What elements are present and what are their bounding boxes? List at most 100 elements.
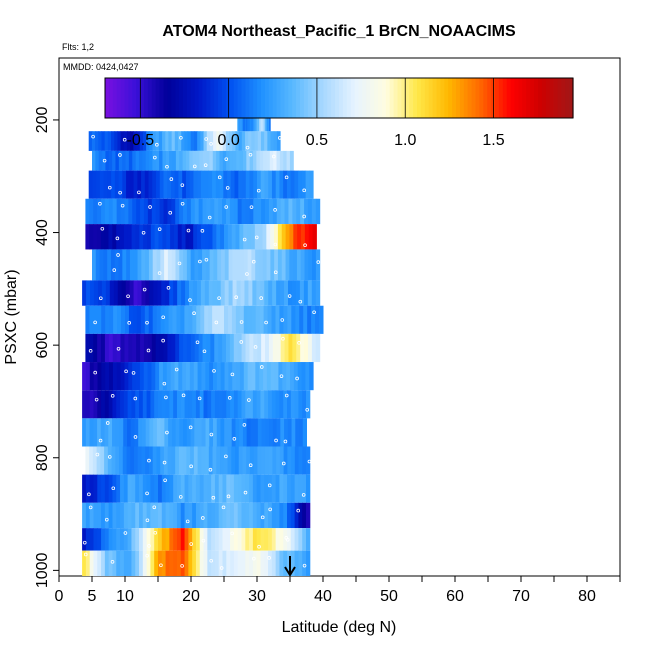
sample-point: [133, 396, 138, 401]
heatmap-cell: [178, 362, 183, 391]
heatmap-cell: [101, 390, 106, 419]
heatmap-cell: [123, 528, 129, 551]
heatmap-cell: [190, 418, 195, 447]
heatmap-cell: [188, 550, 193, 576]
colorbar-swatch: [331, 78, 336, 118]
heatmap-cell: [89, 333, 94, 363]
colorbar-swatch: [366, 78, 371, 118]
heatmap-cell: [262, 249, 268, 281]
heatmap-cell: [167, 446, 172, 475]
sample-point: [224, 157, 229, 161]
heatmap-cell: [152, 150, 157, 171]
heatmap-cell: [104, 131, 109, 151]
heatmap-cell: [219, 150, 224, 171]
heatmap-cell: [241, 550, 246, 576]
heatmap-cell: [168, 131, 173, 151]
sample-point: [179, 135, 183, 140]
heatmap-cell: [99, 170, 105, 199]
heatmap-cell: [144, 170, 150, 199]
colorbar-swatch: [342, 78, 348, 118]
heatmap-cell: [159, 150, 163, 171]
colorbar-swatch: [222, 78, 227, 118]
sample-point: [267, 483, 272, 488]
heatmap-cell: [256, 502, 261, 529]
heatmap-cell: [150, 390, 155, 419]
sample-point: [297, 341, 301, 345]
heatmap-cell: [158, 474, 163, 503]
heatmap-cell: [283, 502, 288, 529]
heatmap-cell: [271, 550, 277, 576]
heatmap-cell: [178, 446, 184, 475]
heatmap-cell: [267, 131, 272, 151]
heatmap-cell: [225, 333, 231, 363]
heatmap-cell: [277, 224, 283, 250]
heatmap-cell: [183, 249, 188, 281]
colorbar-swatch: [432, 78, 438, 118]
sample-point: [112, 268, 117, 272]
colorbar-swatch: [175, 78, 180, 118]
heatmap-cell: [82, 528, 87, 551]
heatmap-cell: [162, 224, 167, 250]
heatmap-cell: [165, 528, 170, 551]
heatmap-cell: [85, 550, 91, 576]
heatmap-cell: [139, 528, 144, 551]
heatmap-cell: [306, 474, 311, 503]
sample-point: [217, 296, 221, 300]
sample-point: [82, 540, 87, 545]
heatmap-cell: [270, 249, 275, 281]
heatmap-cell: [230, 550, 235, 576]
heatmap-cell: [150, 528, 155, 551]
heatmap-cell: [211, 474, 216, 503]
heatmap-cell: [245, 333, 250, 363]
heatmap-cell: [170, 170, 176, 199]
heatmap-cell: [242, 418, 248, 447]
heatmap-cell: [117, 131, 122, 151]
colorbar-swatch: [565, 78, 570, 118]
heatmap-cell: [97, 280, 103, 306]
heatmap-cell: [112, 198, 118, 225]
heatmap-cell: [130, 418, 135, 447]
heatmap-cell: [135, 390, 140, 419]
heatmap-cell: [302, 502, 307, 529]
heatmap-cell: [147, 362, 152, 391]
heatmap-cell: [204, 305, 209, 334]
sample-point: [88, 505, 93, 510]
heatmap-cell: [290, 170, 295, 199]
heatmap-cell: [154, 528, 159, 551]
heatmap-cell: [268, 198, 274, 225]
heatmap-cell: [179, 150, 184, 171]
heatmap-cell: [298, 502, 303, 529]
heatmap-cell: [161, 550, 167, 576]
heatmap-cell: [185, 150, 190, 171]
heatmap-cell: [132, 305, 138, 334]
heatmap-cell: [294, 390, 299, 419]
y-axis: 200 400 600 800 1000: [34, 106, 59, 588]
heatmap-cell: [311, 333, 317, 363]
heatmap-cell: [218, 550, 224, 576]
heatmap-cell: [189, 224, 194, 250]
colorbar-swatch: [323, 78, 328, 118]
heatmap-cell: [257, 131, 262, 151]
sample-point: [245, 272, 249, 276]
sample-point: [159, 563, 163, 568]
heatmap-cell: [280, 418, 285, 447]
sample-point: [245, 145, 250, 150]
colorbar-swatch: [420, 78, 426, 118]
colorbar-swatch: [346, 78, 352, 118]
heatmap-cell: [218, 390, 224, 419]
heatmap-cell: [104, 446, 109, 475]
sample-point: [254, 235, 259, 240]
colorbar-swatch: [155, 78, 161, 118]
heatmap-cell: [158, 502, 163, 529]
heatmap-cell: [108, 198, 114, 225]
heatmap-cell: [226, 502, 231, 529]
sample-point: [165, 164, 169, 169]
heatmap-cell: [91, 131, 96, 151]
heatmap-cell: [169, 150, 174, 171]
heatmap-cell: [142, 474, 148, 503]
sample-point: [307, 459, 312, 464]
heatmap-cell: [213, 131, 217, 151]
heatmap-cell: [176, 528, 182, 551]
heatmap-cell: [129, 280, 135, 306]
heatmap-cell: [236, 249, 241, 281]
